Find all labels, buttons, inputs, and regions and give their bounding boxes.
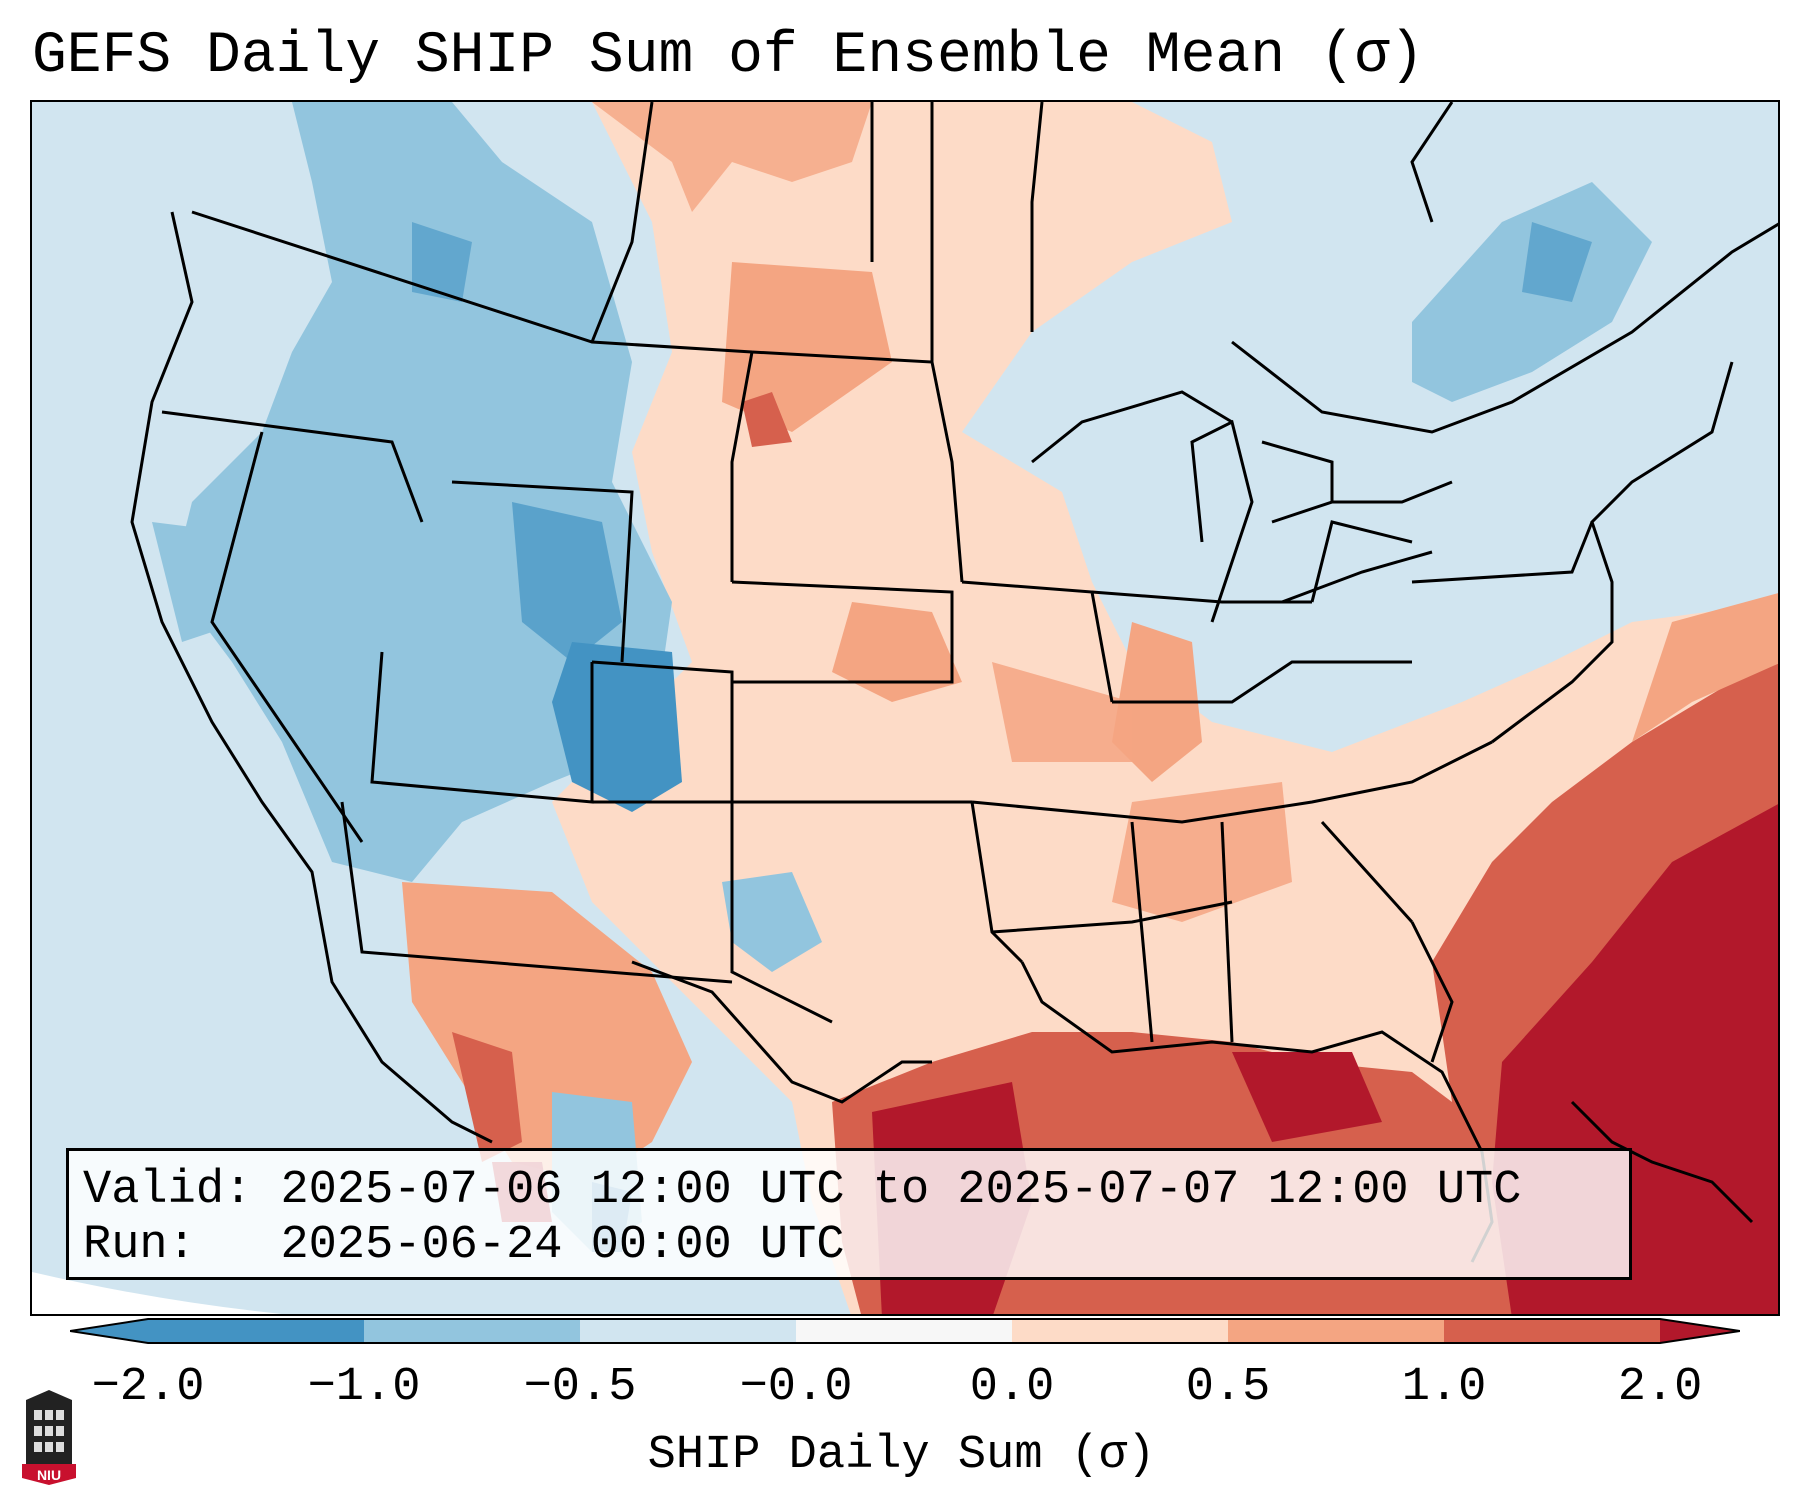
field-moderate-negative-colorado: [552, 642, 682, 812]
projection-edge: [32, 1272, 283, 1314]
colorbar-tick-label: 1.0: [1401, 1361, 1487, 1414]
west-coastline: [130, 211, 493, 1144]
lake-huron: [1261, 440, 1334, 524]
colorbar-tick-label: −0.0: [739, 1361, 853, 1414]
validity-info-box: Valid: 2025-07-06 12:00 UTC to 2025-07-0…: [66, 1148, 1632, 1280]
niu-logo-text: NIU: [37, 1467, 61, 1483]
colorbar-segment: [1012, 1319, 1228, 1343]
colorbar-segment: [580, 1319, 796, 1343]
map-panel: [30, 100, 1780, 1316]
colorbar-segment: [364, 1319, 580, 1343]
colorbar-tick-label: −0.5: [523, 1361, 637, 1414]
coastline-and-borders: [130, 102, 1778, 1263]
colorbar-segment: [148, 1319, 364, 1343]
colorbar-tick-label: −1.0: [307, 1361, 421, 1414]
colorbar-segment: [1228, 1319, 1444, 1343]
colorbar-extend-low: [70, 1319, 148, 1343]
colorbar-segment: [796, 1319, 1012, 1343]
valid-label: Valid:: [83, 1164, 253, 1217]
colorbar-label: SHIP Daily Sum (σ): [647, 1429, 1156, 1482]
ship-anomaly-map: [32, 102, 1778, 1314]
colorbar-tick-label: 0.0: [969, 1361, 1055, 1414]
colorbar: [70, 1318, 1740, 1344]
valid-line: Valid: 2025-07-06 12:00 UTC to 2025-07-0…: [83, 1163, 1615, 1218]
field-weak-negative-west: [172, 102, 672, 882]
st-lawrence-border: [1231, 222, 1778, 434]
valid-value: 2025-07-06 12:00 UTC to 2025-07-07 12:00…: [280, 1164, 1522, 1217]
map-title: GEFS Daily SHIP Sum of Ensemble Mean (σ): [32, 24, 1425, 89]
colorbar-tick-label: −2.0: [91, 1361, 205, 1414]
colorbar-tick-label: 2.0: [1617, 1361, 1703, 1414]
colorbar-segment: [1444, 1319, 1660, 1343]
niu-logo: NIU: [22, 1390, 76, 1485]
run-line: Run: 2025-06-24 00:00 UTC: [83, 1218, 1615, 1273]
rio-grande-and-texas-coast: [631, 960, 932, 1104]
border-nevada: [210, 431, 364, 843]
colorbar-tick-label: 0.5: [1185, 1361, 1271, 1414]
run-label: Run:: [83, 1219, 196, 1272]
colorbar-extend-high: [1660, 1319, 1740, 1343]
field-moderate-positive-dakotas: [722, 262, 892, 432]
niu-logo-shield: [22, 1464, 76, 1485]
run-value: 2025-06-24 00:00 UTC: [280, 1219, 845, 1272]
caribbean-islands: [1570, 1100, 1754, 1224]
east-coastline: [1491, 361, 1734, 744]
border-mexico-west: [340, 801, 733, 984]
